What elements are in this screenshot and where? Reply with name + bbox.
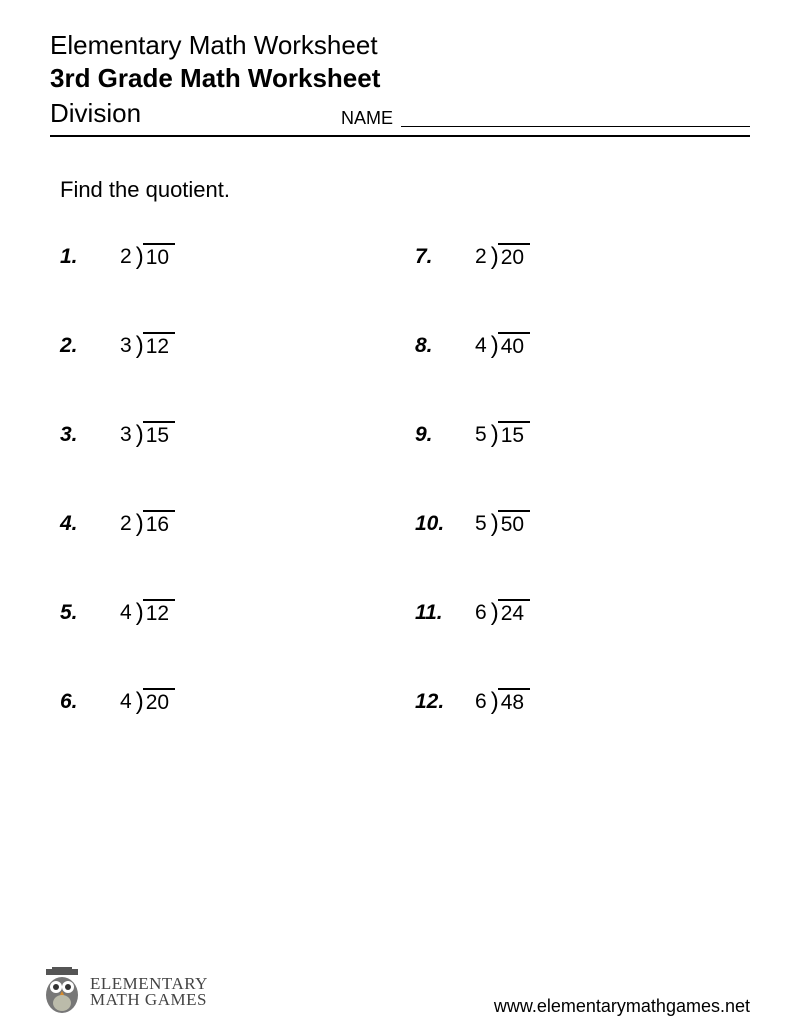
- dividend: 16: [143, 510, 175, 537]
- logo-text: Elementary Math Games: [90, 976, 208, 1008]
- problem-item: 5. 4)12: [60, 599, 375, 626]
- page-title: Elementary Math Worksheet: [50, 30, 750, 61]
- problem-item: 9. 5)15: [415, 421, 730, 448]
- long-division: 4)40: [475, 332, 530, 359]
- divisor: 6: [475, 690, 491, 714]
- long-division: 3)12: [120, 332, 175, 359]
- long-division: 2)16: [120, 510, 175, 537]
- dividend: 12: [143, 599, 175, 626]
- problem-number: 7.: [415, 245, 475, 269]
- long-division: 4)20: [120, 688, 175, 715]
- page-footer: Elementary Math Games www.elementarymath…: [40, 967, 750, 1017]
- problem-number: 2.: [60, 334, 120, 358]
- divisor: 3: [120, 423, 136, 447]
- problem-item: 11. 6)24: [415, 599, 730, 626]
- divisor: 2: [475, 245, 491, 269]
- topic-row: Division NAME: [50, 98, 750, 137]
- page-subtitle: 3rd Grade Math Worksheet: [50, 63, 750, 94]
- divisor: 2: [120, 245, 136, 269]
- long-division: 5)50: [475, 510, 530, 537]
- problem-number: 8.: [415, 334, 475, 358]
- dividend: 48: [498, 688, 530, 715]
- long-division: 2)20: [475, 243, 530, 270]
- name-input-line[interactable]: [401, 107, 750, 127]
- problem-item: 1. 2)10: [60, 243, 375, 270]
- instruction-text: Find the quotient.: [60, 177, 750, 203]
- dividend: 15: [498, 421, 530, 448]
- topic-label: Division: [50, 98, 141, 129]
- dividend: 12: [143, 332, 175, 359]
- footer-logo: Elementary Math Games: [40, 967, 208, 1017]
- problems-grid: 1. 2)10 2. 3)12 3. 3)15 4. 2)16 5. 4)12 …: [50, 243, 750, 715]
- dividend: 20: [143, 688, 175, 715]
- problem-item: 8. 4)40: [415, 332, 730, 359]
- long-division: 6)24: [475, 599, 530, 626]
- problem-number: 9.: [415, 423, 475, 447]
- problem-number: 5.: [60, 601, 120, 625]
- dividend: 40: [498, 332, 530, 359]
- owl-icon: [40, 967, 84, 1017]
- dividend: 50: [498, 510, 530, 537]
- divisor: 3: [120, 334, 136, 358]
- problem-item: 2. 3)12: [60, 332, 375, 359]
- divisor: 4: [120, 601, 136, 625]
- problem-number: 12.: [415, 690, 475, 714]
- divisor: 4: [475, 334, 491, 358]
- dividend: 24: [498, 599, 530, 626]
- footer-website: www.elementarymathgames.net: [494, 996, 750, 1017]
- logo-line2: Math Games: [90, 992, 208, 1008]
- long-division: 4)12: [120, 599, 175, 626]
- name-label: NAME: [341, 108, 393, 129]
- long-division: 2)10: [120, 243, 175, 270]
- dividend: 15: [143, 421, 175, 448]
- divisor: 5: [475, 423, 491, 447]
- problem-number: 10.: [415, 512, 475, 536]
- long-division: 6)48: [475, 688, 530, 715]
- problem-number: 3.: [60, 423, 120, 447]
- divisor: 4: [120, 690, 136, 714]
- problem-item: 3. 3)15: [60, 421, 375, 448]
- problem-number: 11.: [415, 601, 475, 625]
- long-division: 3)15: [120, 421, 175, 448]
- problem-item: 7. 2)20: [415, 243, 730, 270]
- problem-number: 4.: [60, 512, 120, 536]
- problem-item: 12. 6)48: [415, 688, 730, 715]
- problem-number: 6.: [60, 690, 120, 714]
- problem-number: 1.: [60, 245, 120, 269]
- long-division: 5)15: [475, 421, 530, 448]
- divisor: 2: [120, 512, 136, 536]
- dividend: 20: [498, 243, 530, 270]
- problem-item: 4. 2)16: [60, 510, 375, 537]
- problem-item: 6. 4)20: [60, 688, 375, 715]
- dividend: 10: [143, 243, 175, 270]
- divisor: 5: [475, 512, 491, 536]
- problem-item: 10. 5)50: [415, 510, 730, 537]
- divisor: 6: [475, 601, 491, 625]
